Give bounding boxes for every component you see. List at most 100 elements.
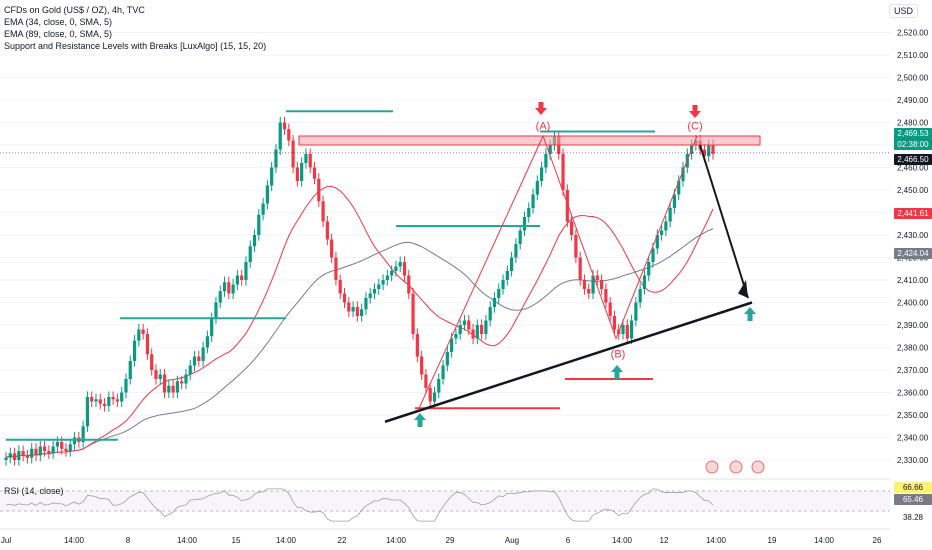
candle-body [471,329,475,339]
candle-body [317,178,321,202]
candle-body [540,167,544,181]
candle-body [420,356,424,375]
candle-body [12,453,17,460]
event-flag-icon [729,460,743,474]
candle-body [295,167,299,181]
candle-body [475,325,479,339]
candle-body [201,347,205,361]
candle-body [261,203,265,215]
candle-body [548,145,552,154]
candle-body [205,336,209,348]
sr-levels [6,110,655,441]
candle-body [467,320,471,330]
y-tick-label: 2,490.00 [897,96,929,105]
candle-body [38,446,42,456]
x-tick-label: 15 [232,536,241,545]
candle-body [450,338,454,352]
candle-body [227,282,231,294]
x-tick-label: 8 [126,536,131,545]
axes: 2,330.00 2,340.00 2,350.00 2,360.00 2,370.00… [1,29,929,546]
candle-body [672,194,677,208]
candle-body [587,289,591,294]
legend-title[interactable]: CFDs on Gold (US$ / OZ), 4h, TVC [4,5,145,15]
candle-body [124,379,128,393]
candle-body [381,280,385,285]
candle-body [561,154,565,190]
ema34-path [5,185,714,459]
candle-body [274,149,278,168]
candle-body [402,262,407,276]
candle-body [407,275,411,294]
candle-body [167,385,171,393]
candle-body [252,235,257,247]
candle-body [647,262,651,276]
x-tick-label: 14:00 [814,536,835,545]
candle-body [711,145,715,154]
candle-body [244,262,248,280]
candle-body [428,388,432,402]
candle-body [72,437,77,445]
drawings: (A) (C) (B) [0,102,890,474]
candle-body [527,208,531,217]
candle-body [415,334,419,357]
candle-body [355,307,359,316]
candle-body [325,221,329,240]
candle-body [510,257,514,271]
event-flag-icon [705,460,719,474]
legend-ema89[interactable]: EMA (89, close, 0, SMA, 5) [4,29,113,39]
rsi-legend[interactable]: RSI (14, close) [4,486,64,496]
legend-sr[interactable]: Support and Resistance Levels with Break… [4,41,267,51]
candle-body [312,167,317,179]
currency-button[interactable]: USD [888,4,918,18]
candle-body [222,282,227,292]
candle-body [390,271,394,276]
candle-body [604,289,608,303]
candle-body [462,320,467,325]
candle-body [154,370,158,379]
candle-body [480,325,484,334]
ema89-line [5,228,714,459]
ema34-badge: 2,441.61 [894,208,932,219]
candle-body [17,451,21,460]
up-arrow-icon-stem [417,420,423,427]
candle-body [642,275,647,289]
candle-body [621,325,625,334]
candle-body [578,257,582,280]
down-arrow-icon [538,102,544,109]
candle-body [25,455,30,458]
candle-body [445,352,449,366]
candle-body [235,275,239,285]
projection-arrow-head [738,280,748,298]
candle-body [81,426,85,442]
y-tick-label: 2,430.00 [897,231,929,240]
y-tick-label: 2,340.00 [897,434,929,443]
candle-body [218,291,222,303]
legend-ema34[interactable]: EMA (34, close, 0, SMA, 5) [4,17,113,27]
price-badge-value: 2,469.53 [897,129,929,138]
candle-body [321,201,325,222]
trendline [384,301,753,423]
candle-body [535,181,539,195]
candle-body [162,374,167,393]
y-tick-label: 2,510.00 [897,51,929,60]
x-tick-label: 6 [566,536,571,545]
up-arrow-icon [611,365,623,372]
rsi-pane [0,478,890,530]
candle-body [304,154,308,163]
candle-body [51,446,55,454]
rsi-line [5,488,714,522]
candle-body [342,293,347,303]
y-tick-label: 2,480.00 [897,119,929,128]
candle-body [94,399,98,402]
candle-body [197,356,201,361]
event-flag-icon [751,460,765,474]
candle-body [707,145,711,157]
x-tick-label: Jul [1,536,11,545]
candle-body [625,325,629,339]
candle-body [171,385,175,393]
y-tick-label: 2,410.00 [897,276,929,285]
y-tick-label: 2,380.00 [897,344,929,353]
candle-body [458,325,462,334]
price-badge: 2,469.53 02:38:00 [894,128,932,150]
